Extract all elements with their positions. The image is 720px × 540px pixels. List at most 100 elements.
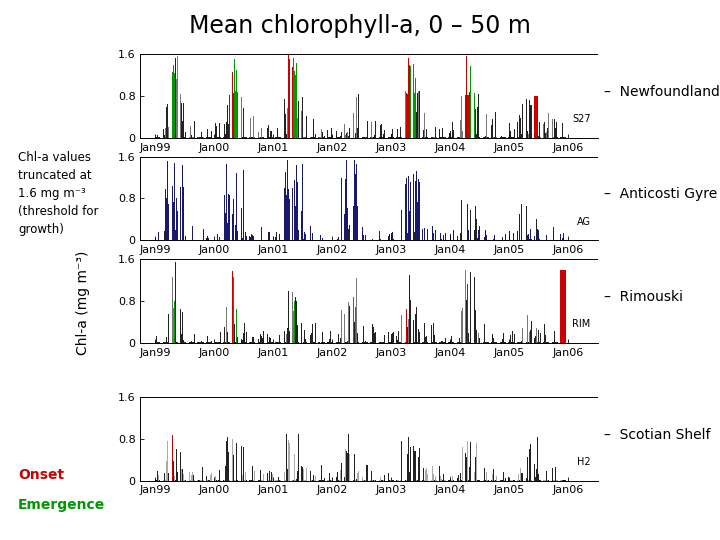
- Bar: [401, 210, 402, 240]
- Bar: [425, 470, 426, 481]
- Bar: [311, 333, 312, 343]
- Bar: [351, 127, 353, 138]
- Bar: [268, 232, 269, 240]
- Bar: [478, 94, 479, 138]
- Bar: [466, 457, 467, 481]
- Bar: [244, 137, 245, 138]
- Bar: [418, 457, 419, 481]
- Bar: [343, 314, 345, 343]
- Bar: [201, 132, 202, 138]
- Bar: [304, 330, 305, 343]
- Bar: [196, 226, 197, 240]
- Bar: [283, 107, 284, 138]
- Bar: [158, 476, 159, 481]
- Bar: [393, 239, 395, 240]
- Text: AG: AG: [577, 217, 590, 227]
- Bar: [250, 118, 251, 138]
- Bar: [462, 131, 463, 138]
- Bar: [407, 327, 408, 343]
- Bar: [185, 132, 186, 138]
- Bar: [536, 469, 537, 481]
- Bar: [271, 472, 272, 481]
- Bar: [317, 137, 318, 138]
- Bar: [267, 473, 268, 481]
- Bar: [527, 131, 528, 138]
- Bar: [242, 340, 243, 343]
- Bar: [173, 65, 174, 138]
- Bar: [304, 137, 305, 138]
- Bar: [449, 133, 450, 138]
- Bar: [191, 134, 192, 138]
- Bar: [442, 129, 443, 138]
- Bar: [297, 118, 298, 138]
- Bar: [408, 58, 409, 138]
- Bar: [375, 332, 376, 343]
- Bar: [432, 137, 433, 138]
- Bar: [210, 475, 211, 481]
- Bar: [484, 237, 485, 240]
- Bar: [295, 75, 296, 138]
- Bar: [243, 447, 244, 481]
- Bar: [236, 443, 237, 481]
- Bar: [177, 471, 179, 481]
- Bar: [458, 475, 459, 481]
- Bar: [299, 100, 300, 138]
- Bar: [286, 334, 287, 343]
- Bar: [378, 467, 379, 481]
- Bar: [404, 92, 405, 138]
- Bar: [402, 192, 403, 240]
- Bar: [261, 128, 262, 138]
- Bar: [409, 211, 410, 240]
- Bar: [414, 451, 415, 481]
- Bar: [424, 113, 425, 138]
- Bar: [348, 229, 349, 240]
- Bar: [546, 471, 547, 481]
- Bar: [337, 239, 338, 240]
- Bar: [539, 239, 540, 240]
- Bar: [410, 66, 411, 138]
- Bar: [168, 314, 169, 343]
- Bar: [301, 111, 302, 138]
- Bar: [544, 122, 545, 138]
- Bar: [345, 179, 346, 240]
- Bar: [262, 338, 263, 343]
- Bar: [373, 327, 374, 343]
- Bar: [287, 328, 288, 343]
- Bar: [226, 441, 227, 481]
- Bar: [466, 56, 467, 138]
- Bar: [166, 198, 167, 240]
- Bar: [359, 317, 360, 343]
- Bar: [353, 206, 354, 240]
- Bar: [460, 120, 461, 138]
- Bar: [484, 468, 485, 481]
- Bar: [182, 165, 183, 240]
- Bar: [228, 452, 229, 481]
- Bar: [475, 457, 476, 481]
- Bar: [166, 461, 167, 481]
- Bar: [502, 237, 503, 240]
- Bar: [487, 137, 488, 138]
- Bar: [362, 137, 363, 138]
- Bar: [345, 449, 346, 481]
- Bar: [365, 137, 366, 138]
- Bar: [261, 336, 262, 343]
- Bar: [537, 229, 538, 240]
- Bar: [183, 187, 184, 240]
- Bar: [238, 477, 239, 481]
- Bar: [320, 137, 321, 138]
- Bar: [401, 441, 402, 481]
- Bar: [400, 127, 401, 138]
- Bar: [236, 309, 237, 343]
- Bar: [529, 100, 530, 138]
- Bar: [165, 190, 166, 240]
- Bar: [315, 476, 316, 481]
- Bar: [424, 228, 425, 240]
- Bar: [402, 335, 403, 343]
- Bar: [470, 272, 471, 343]
- Bar: [417, 93, 418, 138]
- Bar: [232, 440, 233, 481]
- Bar: [233, 199, 234, 240]
- Bar: [562, 269, 563, 343]
- Bar: [176, 198, 177, 240]
- Bar: [406, 93, 407, 138]
